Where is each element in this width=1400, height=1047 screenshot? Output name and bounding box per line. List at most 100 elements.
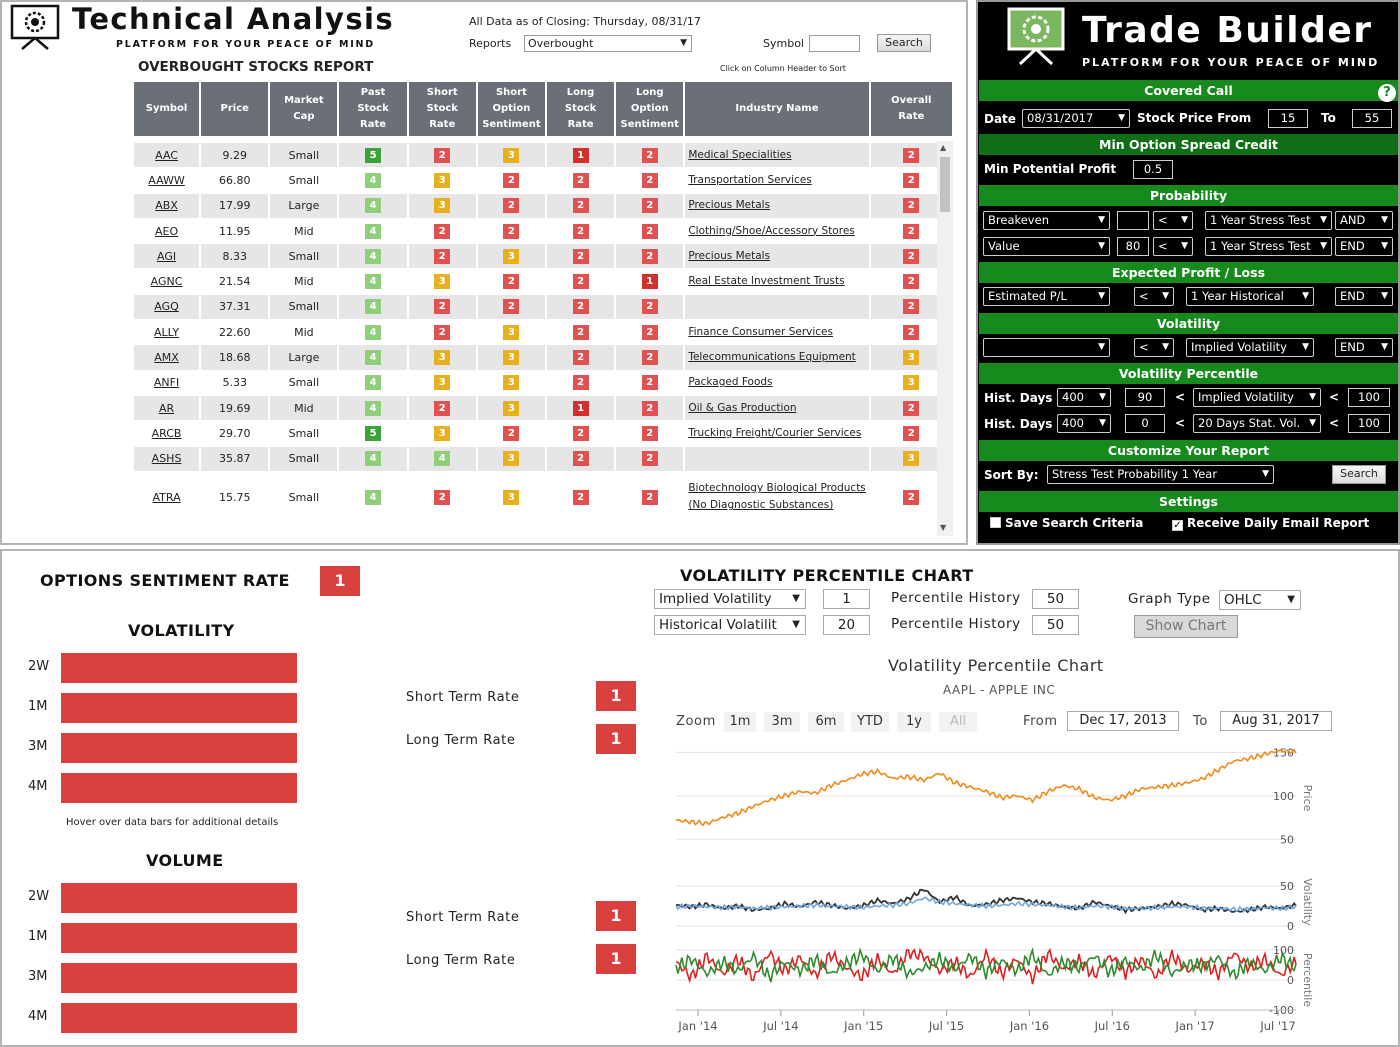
table-row[interactable]: AGI 8.33 Small 4 2 3 2 2 Precious Metals 2 <box>134 243 952 269</box>
table-row[interactable]: ABX 17.99 Large 4 3 2 2 2 Precious Metals 2 <box>134 192 952 218</box>
industry-link[interactable]: Clothing/Shoe/Accessory Stores <box>685 217 869 244</box>
column-header[interactable]: Long Stock Rate <box>546 82 615 136</box>
vol-logic-select[interactable]: END ▼ <box>1335 338 1393 357</box>
industry-link[interactable]: Biotechnology Biological Products (No Di… <box>685 470 869 523</box>
industry-link[interactable]: Medical Specialities <box>685 142 869 168</box>
column-header[interactable]: Symbol <box>134 82 200 136</box>
industry-link[interactable]: Trucking Freight/Courier Services <box>685 420 869 446</box>
help-icon[interactable]: ? <box>1378 84 1396 102</box>
industry-link[interactable]: Telecommunications Equipment <box>685 344 869 370</box>
symbol-link[interactable]: AGNC <box>134 268 200 294</box>
table-scrollbar[interactable]: ▲ ▼ <box>937 141 953 536</box>
industry-link[interactable]: Transportation Services <box>685 167 869 193</box>
symbol-link[interactable]: AAWW <box>134 167 200 193</box>
symbol-link[interactable]: AR <box>134 394 200 421</box>
exp-op-select[interactable]: < ▼ <box>1134 287 1174 306</box>
prob-field-select-1[interactable]: Breakeven ▼ <box>983 211 1110 230</box>
industry-link[interactable]: Precious Metals <box>685 192 869 218</box>
industry-link[interactable]: Real Estate Investment Trusts <box>685 268 869 294</box>
price-from-input[interactable]: 15 <box>1268 109 1308 128</box>
checkbox-checked-icon[interactable]: ✓ <box>1172 520 1183 531</box>
industry-link[interactable]: Packaged Foods <box>685 369 869 395</box>
column-header[interactable]: Overall Rate <box>870 82 952 136</box>
table-row[interactable]: AR 19.69 Mid 4 2 3 1 2 Oil & Gas Production 2 <box>134 394 952 421</box>
hist-max-input-2[interactable]: 100 <box>1348 414 1390 433</box>
zoom-ytd-button[interactable]: YTD <box>851 712 889 732</box>
symbol-link[interactable]: ATRA <box>134 470 200 523</box>
prob-op-select-2[interactable]: < ▼ <box>1153 237 1193 256</box>
hv-percentile-input[interactable]: 50 <box>1032 615 1079 635</box>
show-chart-button[interactable]: Show Chart <box>1134 615 1238 638</box>
iv-type-select[interactable]: Implied Volatility ▼ <box>654 589 806 609</box>
hist-value-input-2[interactable]: 0 <box>1125 414 1165 433</box>
exp-logic-select[interactable]: END ▼ <box>1335 287 1393 306</box>
volume-bar-1m[interactable] <box>61 923 297 953</box>
iv-percentile-input[interactable]: 50 <box>1032 589 1079 609</box>
table-row[interactable]: ARCB 29.70 Small 5 3 2 2 2 Trucking Freight/Cour… <box>134 420 952 446</box>
save-criteria-checkbox[interactable]: Save Search Criteria <box>990 516 1143 530</box>
trade-search-button[interactable]: Search <box>1332 465 1386 484</box>
table-row[interactable]: ALLY 22.60 Mid 4 2 3 2 2 Finance Consumer Servic… <box>134 319 952 345</box>
vol-bar-2w[interactable] <box>61 653 297 683</box>
to-date-input[interactable]: Aug 31, 2017 <box>1220 711 1332 731</box>
zoom-3m-button[interactable]: 3m <box>764 712 800 732</box>
daily-email-checkbox[interactable]: ✓ Receive Daily Email Report <box>1172 516 1369 531</box>
vol-field-select[interactable]: ▼ <box>983 338 1110 357</box>
table-row[interactable]: AAWW 66.80 Small 4 3 2 2 2 Transportation Servic… <box>134 167 952 193</box>
symbol-link[interactable]: AEO <box>134 217 200 244</box>
hist-type-select-1[interactable]: Implied Volatility ▼ <box>1193 388 1321 407</box>
hist-type-select-2[interactable]: 20 Days Stat. Vol. ▼ <box>1193 414 1321 433</box>
reports-select[interactable]: Overbought ▼ <box>524 35 692 52</box>
prob-op-select-1[interactable]: < ▼ <box>1153 211 1193 230</box>
volatility-percentile-chart[interactable]: 15010050Price500Volatility1000-100Percen… <box>660 738 1330 1040</box>
symbol-link[interactable]: ALLY <box>134 319 200 345</box>
column-header[interactable]: Price <box>201 82 269 136</box>
column-header[interactable]: Long Option Sentiment <box>616 82 684 136</box>
symbol-link[interactable]: ABX <box>134 192 200 218</box>
hist-days-select-2[interactable]: 400 ▼ <box>1057 414 1111 433</box>
table-row[interactable]: AAC 9.29 Small 5 2 3 1 2 Medical Specialities 2 <box>134 142 952 168</box>
vol-op-select[interactable]: < ▼ <box>1134 338 1174 357</box>
volume-bar-2w[interactable] <box>61 883 297 913</box>
graph-type-select[interactable]: OHLC ▼ <box>1219 590 1301 610</box>
search-button[interactable]: Search <box>877 34 931 52</box>
column-header[interactable]: Short Option Sentiment <box>477 82 545 136</box>
exp-period-select[interactable]: 1 Year Historical ▼ <box>1186 287 1314 306</box>
table-row[interactable]: AMX 18.68 Large 4 3 3 2 2 Telecommunications Equ… <box>134 344 952 370</box>
symbol-link[interactable]: ASHS <box>134 445 200 471</box>
vol-type-select[interactable]: Implied Volatility ▼ <box>1186 338 1314 357</box>
symbol-link[interactable]: AMX <box>134 344 200 370</box>
hv-type-select[interactable]: Historical Volatilit ▼ <box>654 615 806 635</box>
hist-days-select-1[interactable]: 400 ▼ <box>1057 388 1111 407</box>
prob-logic-select-2[interactable]: END ▼ <box>1335 237 1393 256</box>
table-row[interactable]: ATRA 15.75 Small 4 2 3 2 2 Biotechnology Biologi… <box>134 470 952 523</box>
column-header[interactable]: Market Cap <box>270 82 338 136</box>
prob-value-input-2[interactable]: 80 <box>1117 237 1149 256</box>
prob-field-select-2[interactable]: Value ▼ <box>983 237 1110 256</box>
prob-value-input-1[interactable] <box>1117 211 1149 230</box>
min-profit-input[interactable]: 0.5 <box>1133 160 1173 179</box>
volume-bar-3m[interactable] <box>61 963 297 993</box>
symbol-link[interactable]: AAC <box>134 142 200 168</box>
column-header[interactable]: Past Stock Rate <box>339 82 407 136</box>
hv-value-input[interactable]: 20 <box>823 615 870 635</box>
scroll-down-icon[interactable]: ▼ <box>940 523 947 532</box>
zoom-1y-button[interactable]: 1y <box>897 712 931 732</box>
industry-link[interactable]: Oil & Gas Production <box>685 394 869 421</box>
prob-test-select-2[interactable]: 1 Year Stress Test ▼ <box>1205 237 1332 256</box>
volume-bar-4m[interactable] <box>61 1003 297 1033</box>
checkbox-unchecked-icon[interactable] <box>990 517 1001 528</box>
vol-bar-3m[interactable] <box>61 733 297 763</box>
symbol-link[interactable]: AGQ <box>134 293 200 320</box>
prob-logic-select-1[interactable]: AND ▼ <box>1335 211 1393 230</box>
zoom-1m-button[interactable]: 1m <box>724 712 756 732</box>
hist-value-input-1[interactable]: 90 <box>1125 388 1165 407</box>
zoom-all-button[interactable]: All <box>939 712 977 732</box>
price-to-input[interactable]: 55 <box>1352 109 1392 128</box>
vol-bar-4m[interactable] <box>61 773 297 803</box>
zoom-6m-button[interactable]: 6m <box>808 712 844 732</box>
symbol-input[interactable] <box>809 35 860 52</box>
from-date-input[interactable]: Dec 17, 2013 <box>1067 711 1179 731</box>
table-row[interactable]: ANFI 5.33 Small 4 3 3 2 2 Packaged Foods 3 <box>134 369 952 395</box>
vol-bar-1m[interactable] <box>61 693 297 723</box>
